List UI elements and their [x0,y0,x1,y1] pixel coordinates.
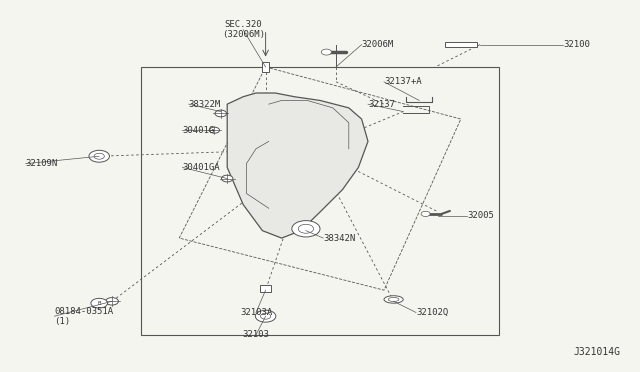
Text: J321014G: J321014G [574,347,621,357]
Circle shape [215,110,227,117]
Text: 38342N: 38342N [323,234,355,243]
Circle shape [209,127,220,133]
Text: 32102Q: 32102Q [416,308,448,317]
Circle shape [91,298,108,308]
Text: SEC.320
(32006M): SEC.320 (32006M) [221,20,265,39]
Text: 32006M: 32006M [362,40,394,49]
Text: 32137+A: 32137+A [384,77,422,86]
Text: 32103: 32103 [243,330,269,339]
Bar [445,42,477,47]
Circle shape [221,175,233,182]
Text: 30401GA: 30401GA [182,163,220,172]
Bar [260,285,271,292]
Bar [141,67,499,335]
Ellipse shape [384,296,403,303]
Text: 32005: 32005 [467,211,494,220]
Circle shape [321,49,332,55]
Circle shape [421,211,430,217]
Text: 32109N: 32109N [26,159,58,168]
Circle shape [89,150,109,162]
Text: 32137: 32137 [368,100,395,109]
Circle shape [292,221,320,237]
Text: 30401G: 30401G [182,126,214,135]
Circle shape [106,298,118,305]
Text: 32100: 32100 [563,40,590,49]
Polygon shape [227,93,368,238]
Circle shape [255,310,276,322]
Text: 38322M: 38322M [189,100,221,109]
Bar [262,62,269,72]
Text: 32103A: 32103A [240,308,272,317]
Text: 08184-0351A
(1): 08184-0351A (1) [54,307,113,326]
Text: B: B [97,301,101,306]
